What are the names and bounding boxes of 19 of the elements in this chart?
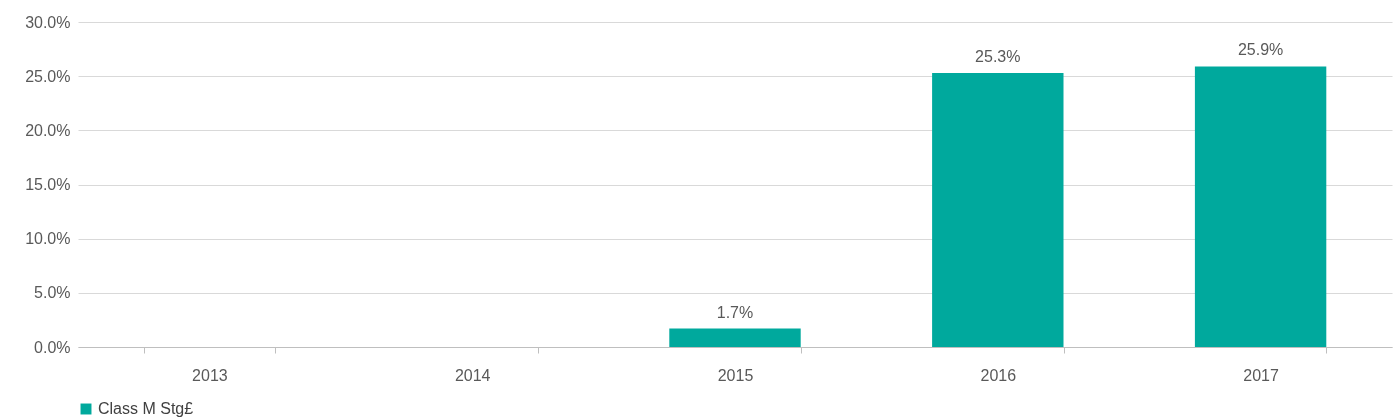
y-tick-label: 30.0% [25, 13, 71, 31]
x-tick-label: 2015 [717, 366, 754, 384]
bar [669, 328, 801, 347]
x-tick-label: 2013 [192, 366, 228, 384]
data-label: 1.7% [716, 303, 754, 321]
bar [932, 72, 1064, 347]
y-tick-label: 10.0% [25, 230, 71, 248]
y-tick-label: 0.0% [34, 338, 71, 356]
x-tick-label: 2014 [454, 366, 491, 384]
y-tick-label: 15.0% [25, 176, 71, 193]
legend-label: Class M Stg£ [98, 400, 194, 417]
x-tick-label: 2016 [980, 366, 1017, 384]
y-tick-label: 5.0% [34, 284, 71, 302]
bar [1194, 66, 1327, 347]
data-label: 25.3% [975, 47, 1021, 65]
x-tick-label: 2017 [1243, 366, 1279, 384]
data-label: 25.9% [1237, 41, 1284, 59]
y-tick-label: 20.0% [25, 121, 71, 139]
y-tick-label: 25.0% [25, 67, 71, 85]
